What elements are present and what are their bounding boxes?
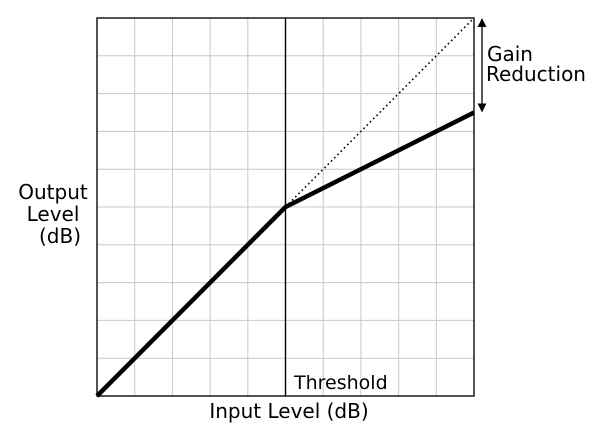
x-axis-label: Input Level (dB): [209, 399, 368, 423]
y-axis-label-line-2: Level: [27, 202, 80, 226]
y-axis-label-line-3: (dB): [39, 224, 81, 248]
y-axis-label-line-1: Output: [18, 180, 88, 204]
compressor-transfer-curve: [95, 110, 476, 398]
uncompressed-reference-line: [284, 17, 475, 208]
gain-reduction-label-line-2: Reduction: [486, 62, 586, 86]
gain-reduction-label-line-1: Gain: [487, 42, 533, 66]
threshold-label: Threshold: [293, 372, 388, 394]
